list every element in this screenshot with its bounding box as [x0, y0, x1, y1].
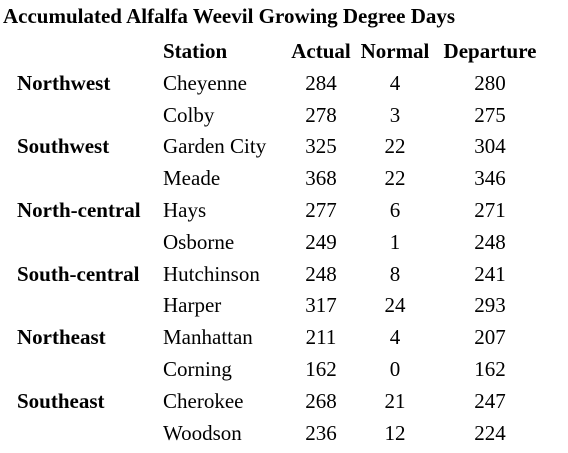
station-cell: Colby: [163, 102, 215, 127]
normal-cell: 4: [389, 325, 401, 350]
station-cell: Hutchinson: [163, 261, 260, 286]
actual-cell: 278: [305, 102, 337, 127]
region-cell: Northeast: [17, 325, 106, 350]
actual-cell: 277: [305, 197, 337, 222]
departure-cell: 241: [474, 261, 506, 286]
table-row: Southwest Garden City 325 22 304: [17, 131, 547, 163]
actual-cell: 317: [305, 293, 337, 318]
header-departure: Departure: [443, 39, 537, 63]
normal-cell: 1: [389, 229, 401, 254]
station-cell: Woodson: [163, 420, 242, 445]
table-row: South-central Hutchinson 248 8 241: [17, 259, 547, 291]
actual-cell: 248: [305, 261, 337, 286]
actual-cell: 211: [305, 325, 337, 350]
station-cell: Meade: [163, 166, 221, 191]
actual-cell: 284: [305, 70, 337, 95]
departure-cell: 224: [474, 420, 506, 445]
gdd-table: Station Actual Normal Departure Northwes…: [17, 36, 547, 449]
actual-cell: 325: [305, 134, 337, 159]
table-row: Northeast Manhattan 211 4 207: [17, 322, 547, 354]
actual-cell: 368: [305, 166, 337, 191]
region-cell: [17, 418, 163, 450]
region-cell: South-central: [17, 261, 140, 286]
table-title: Accumulated Alfalfa Weevil Growing Degre…: [3, 4, 456, 28]
normal-cell: 3: [389, 102, 401, 127]
station-cell: Osborne: [163, 229, 235, 254]
departure-cell: 346: [474, 166, 506, 191]
station-cell: Harper: [163, 293, 222, 318]
actual-cell: 162: [305, 356, 337, 381]
header-region: [17, 36, 163, 68]
normal-cell: 21: [384, 388, 406, 413]
station-cell: Corning: [163, 356, 232, 381]
departure-cell: 271: [474, 197, 506, 222]
station-cell: Hays: [163, 197, 207, 222]
table-row: Harper 317 24 293: [17, 290, 547, 322]
region-cell: North-central: [17, 197, 141, 222]
table-row: Corning 162 0 162: [17, 354, 547, 386]
normal-cell: 22: [384, 134, 406, 159]
region-cell: Southwest: [17, 134, 110, 159]
table-header-row: Station Actual Normal Departure: [17, 36, 547, 68]
region-cell: [17, 227, 163, 259]
departure-cell: 207: [474, 325, 506, 350]
table-row: North-central Hays 277 6 271: [17, 195, 547, 227]
station-cell: Cheyenne: [163, 70, 247, 95]
departure-cell: 293: [474, 293, 506, 318]
region-cell: Northwest: [17, 70, 111, 95]
normal-cell: 4: [389, 70, 401, 95]
normal-cell: 22: [384, 166, 406, 191]
actual-cell: 249: [305, 229, 337, 254]
station-cell: Garden City: [163, 134, 267, 159]
station-cell: Manhattan: [163, 325, 253, 350]
normal-cell: 0: [389, 356, 401, 381]
region-cell: [17, 354, 163, 386]
region-cell: [17, 100, 163, 132]
station-cell: Cherokee: [163, 388, 244, 413]
departure-cell: 275: [474, 102, 506, 127]
header-normal: Normal: [360, 39, 430, 63]
table-row: Colby 278 3 275: [17, 100, 547, 132]
header-actual: Actual: [291, 39, 351, 63]
table-row: Southeast Cherokee 268 21 247: [17, 386, 547, 418]
table-row: Osborne 249 1 248: [17, 227, 547, 259]
region-cell: [17, 163, 163, 195]
departure-cell: 162: [474, 356, 506, 381]
actual-cell: 236: [305, 420, 337, 445]
header-station: Station: [163, 39, 228, 63]
departure-cell: 247: [474, 388, 506, 413]
region-cell: [17, 290, 163, 322]
table-row: Meade 368 22 346: [17, 163, 547, 195]
actual-cell: 268: [305, 388, 337, 413]
normal-cell: 24: [384, 293, 406, 318]
departure-cell: 304: [474, 134, 506, 159]
table-row: Northwest Cheyenne 284 4 280: [17, 68, 547, 100]
departure-cell: 280: [474, 70, 506, 95]
normal-cell: 8: [389, 261, 401, 286]
table-row: Woodson 236 12 224: [17, 418, 547, 450]
normal-cell: 6: [389, 197, 401, 222]
region-cell: Southeast: [17, 388, 105, 413]
departure-cell: 248: [474, 229, 506, 254]
normal-cell: 12: [384, 420, 406, 445]
